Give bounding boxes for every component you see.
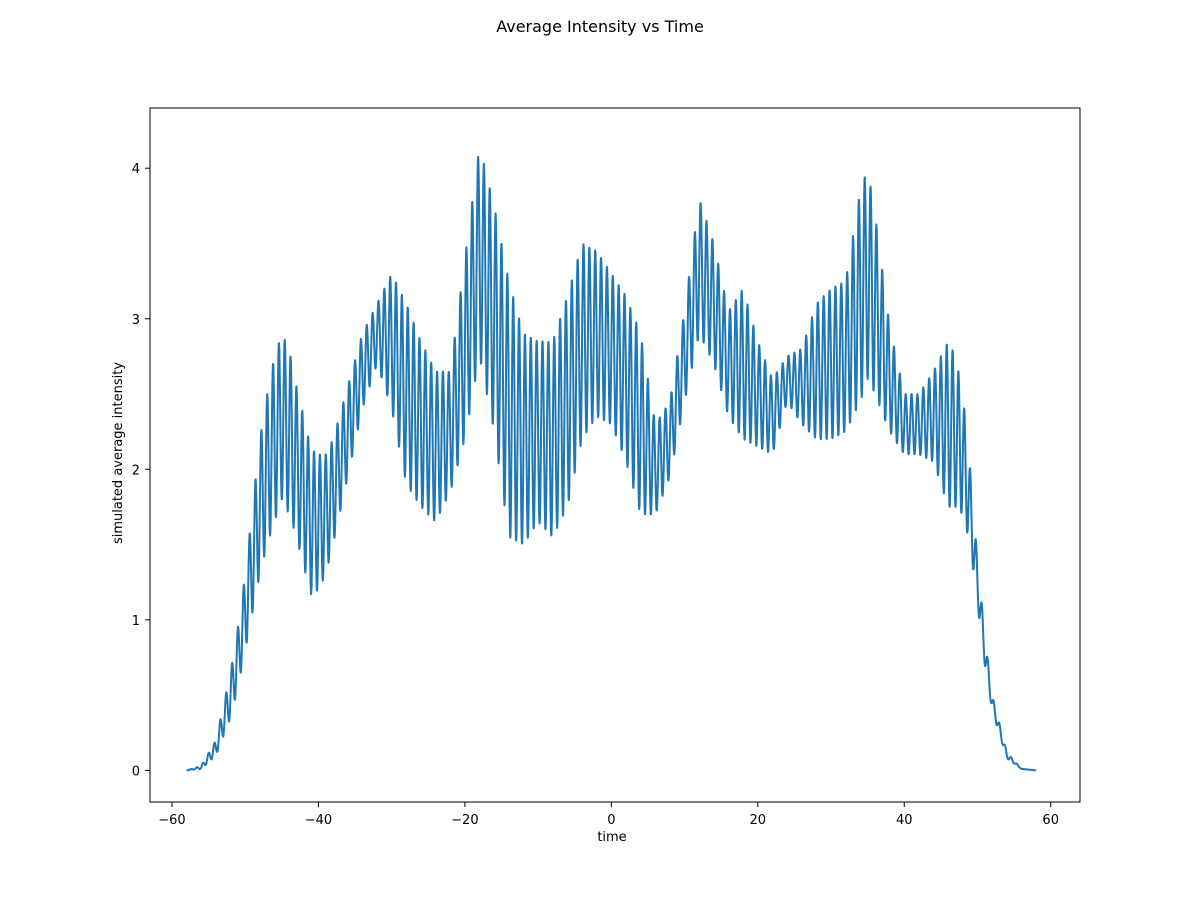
y-axis-ticks: 0 1 2 3 4 [132,162,150,779]
plot-area [149,107,1081,803]
y-tick-label: 2 [132,463,140,478]
y-tick-label: 3 [132,313,140,328]
y-tick-label: 0 [132,764,140,779]
x-tick-label: 40 [896,813,913,828]
y-tick-label: 1 [132,614,140,629]
y-axis-label: simulated average intensity [111,362,126,544]
x-tick-label: −60 [158,813,185,828]
x-axis-label: time [597,830,626,845]
x-tick-label: 0 [607,813,615,828]
chart-title: Average Intensity vs Time [496,17,704,36]
x-tick-label: −40 [305,813,332,828]
x-tick-label: 20 [750,813,767,828]
x-axis-ticks: −60 −40 −20 0 20 40 60 [158,802,1059,828]
x-tick-label: 60 [1042,813,1059,828]
axes-frame [149,107,1081,803]
series-line-0 [185,155,1037,772]
x-tick-label: −20 [451,813,478,828]
y-tick-label: 4 [132,162,140,177]
